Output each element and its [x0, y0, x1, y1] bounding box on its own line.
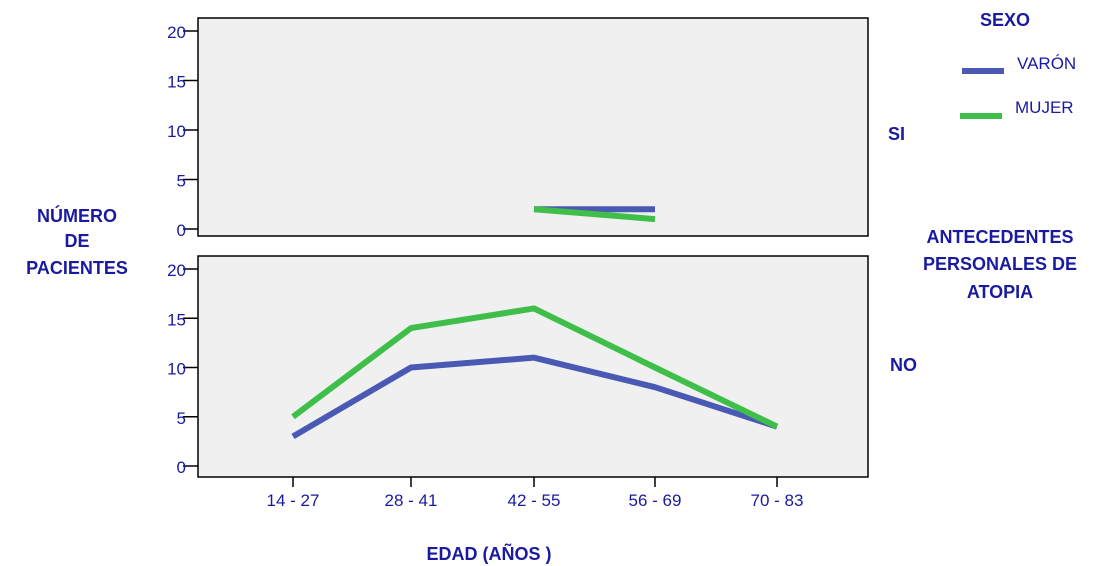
y-tick-label-si: 0: [177, 221, 186, 240]
y-tick-label-no: 20: [167, 261, 186, 280]
panel-si-background: [197, 17, 869, 237]
legend-label-mujer: MUJER: [1015, 98, 1074, 117]
series-line-varon-no: [291, 354, 778, 440]
panel-label-no: NO: [890, 355, 917, 375]
facet-title-line-3: ATOPIA: [967, 282, 1033, 302]
panel-no-y-axis: 0 5 10 15 20: [167, 261, 198, 477]
panel-si-y-axis: 0 5 10 15 20: [167, 23, 198, 240]
x-axis-title: EDAD (AÑOS ): [427, 543, 552, 564]
y-tick-label-si: 10: [167, 122, 186, 141]
panel-no-background: [197, 255, 869, 478]
y-tick-label-no: 10: [167, 360, 186, 379]
x-axis: 14 - 27 28 - 41 42 - 55 56 - 69 70 - 83: [267, 477, 804, 510]
series-line-mujer-no: [291, 305, 779, 430]
y-tick-label-si: 5: [177, 172, 186, 191]
y-tick-label-no: 15: [167, 310, 186, 329]
y-axis-title-line-3: PACIENTES: [26, 258, 128, 278]
x-tick-label: 70 - 83: [751, 491, 804, 510]
legend: SEXO VARÓN MUJER: [960, 10, 1076, 119]
facet-title: ANTECEDENTES PERSONALES DE ATOPIA: [923, 227, 1077, 302]
facet-title-line-1: ANTECEDENTES: [926, 227, 1073, 247]
facet-title-line-2: PERSONALES DE: [923, 254, 1077, 274]
x-tick-label: 14 - 27: [267, 491, 320, 510]
y-tick-label-no: 5: [177, 409, 186, 428]
panel-si-series: [533, 206, 656, 223]
x-tick-label: 56 - 69: [629, 491, 682, 510]
y-tick-label-si: 15: [167, 73, 186, 92]
y-axis-title-line-1: NÚMERO: [37, 205, 117, 226]
y-axis-title-line-2: DE: [64, 231, 89, 251]
y-tick-label-si: 20: [167, 23, 186, 42]
panel-no-series: [291, 305, 779, 440]
y-axis-title: NÚMERO DE PACIENTES: [26, 205, 128, 278]
legend-title: SEXO: [980, 10, 1030, 30]
panel-no: 0 5 10 15 20 14 - 27 28 - 41 42 - 55 56 - 69 70 …: [167, 255, 917, 510]
panel-label-si: SI: [888, 124, 905, 144]
legend-label-varon: VARÓN: [1017, 54, 1076, 73]
panel-si: 0 5 10 15 20 SI: [167, 17, 905, 240]
x-tick-label: 28 - 41: [385, 491, 438, 510]
y-tick-label-no: 0: [177, 458, 186, 477]
x-tick-label: 42 - 55: [508, 491, 561, 510]
series-line-mujer-si: [533, 206, 656, 223]
